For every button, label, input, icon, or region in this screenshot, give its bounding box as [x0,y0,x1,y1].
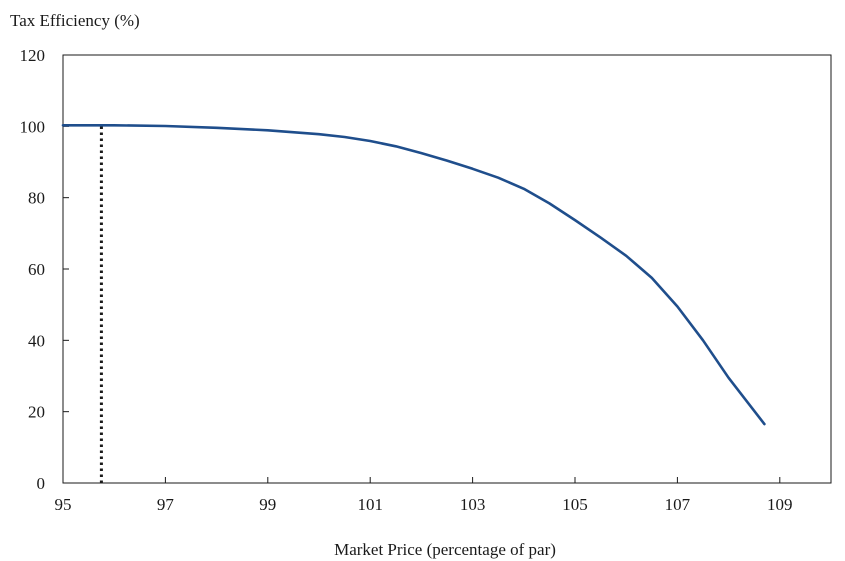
y-tick-label: 40 [28,331,45,350]
y-tick-label: 60 [28,260,45,279]
x-tick-label: 103 [460,495,486,514]
x-tick-label: 99 [259,495,276,514]
y-axis-title: Tax Efficiency (%) [10,11,140,30]
y-tick-label: 80 [28,189,45,208]
x-tick-label: 109 [767,495,793,514]
y-tick-label: 120 [20,46,46,65]
x-tick-label: 97 [157,495,175,514]
x-tick-label: 105 [562,495,588,514]
x-tick-label: 101 [357,495,383,514]
x-tick-label: 107 [665,495,691,514]
x-tick-label: 95 [55,495,72,514]
tax-efficiency-line [61,124,766,426]
x-axis: 95 97 99 101 103 105 107 109 [55,477,793,514]
y-axis: 0 20 40 60 80 100 120 [20,46,69,493]
x-axis-title: Market Price (percentage of par) [334,540,556,559]
y-tick-label: 0 [37,474,46,493]
y-tick-label: 20 [28,403,45,422]
y-tick-label: 100 [20,117,46,136]
plot-frame [62,54,832,484]
